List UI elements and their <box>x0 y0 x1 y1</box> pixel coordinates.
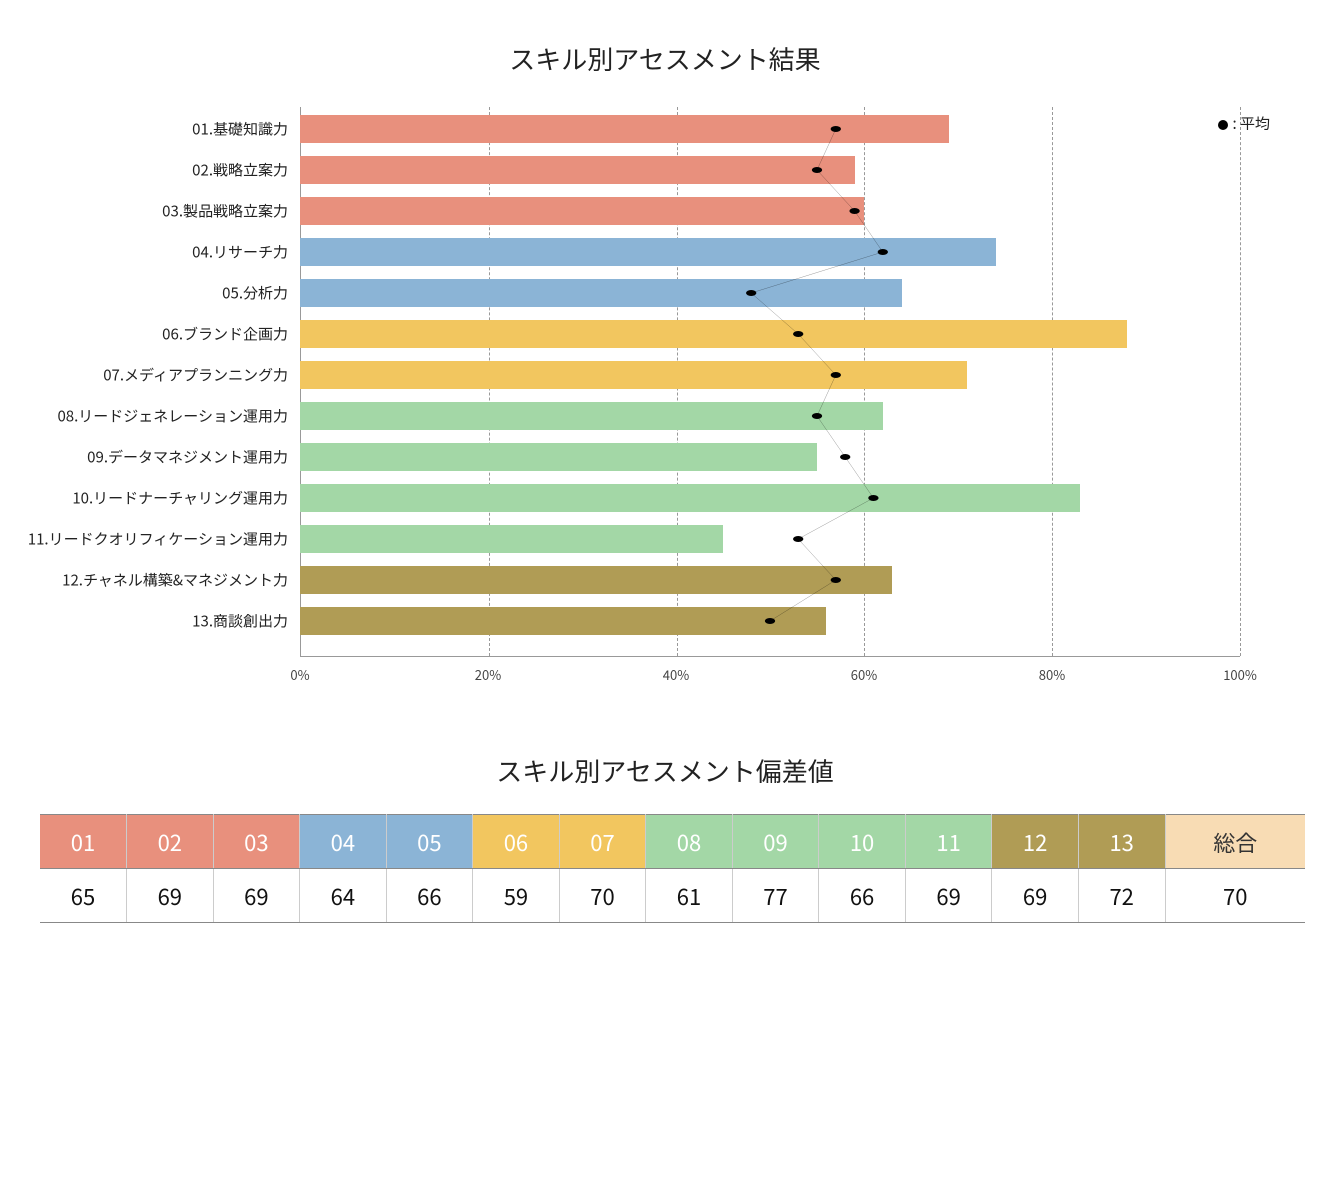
table-value-cell: 72 <box>1078 869 1165 923</box>
table-header-cell: 07 <box>559 815 646 869</box>
table-value-cell: 66 <box>386 869 473 923</box>
bar-row: 06.ブランド企画力 <box>300 320 1240 348</box>
table-value-cell: 69 <box>127 869 214 923</box>
table-header-cell: 06 <box>473 815 560 869</box>
x-axis-tick: 60% <box>851 665 877 684</box>
table-header-cell: 02 <box>127 815 214 869</box>
bar <box>300 197 864 225</box>
table-container: 01020304050607080910111213総合 65696964665… <box>40 814 1305 923</box>
bar <box>300 156 855 184</box>
chart-container: 01.基礎知識力02.戦略立案力03.製品戦略立案力04.リサーチ力05.分析力… <box>40 107 1290 697</box>
table-value-total: 70 <box>1165 869 1305 923</box>
table-header-cell: 10 <box>819 815 906 869</box>
bar <box>300 402 883 430</box>
bar-row: 02.戦略立案力 <box>300 156 1240 184</box>
x-axis-tick: 20% <box>475 665 501 684</box>
bar-label: 03.製品戦略立案力 <box>162 201 300 222</box>
bar <box>300 238 996 266</box>
bar-label: 07.メディアプランニング力 <box>103 365 300 386</box>
x-axis-tick: 80% <box>1039 665 1065 684</box>
chart-body: 01.基礎知識力 02.戦略立案力 03.製品戦略立案力 04.リサーチ力 05.分析力… <box>300 107 1240 697</box>
bar-label: 05.分析力 <box>222 283 300 304</box>
table-value-cell: 69 <box>905 869 992 923</box>
table-value-cell: 69 <box>992 869 1079 923</box>
table-value-cell: 65 <box>40 869 127 923</box>
table-value-cell: 59 <box>473 869 560 923</box>
bar-label: 08.リードジェネレーション運用力 <box>57 406 300 427</box>
bar-row: 05.分析力 <box>300 279 1240 307</box>
bar <box>300 443 817 471</box>
table-header-cell: 01 <box>40 815 127 869</box>
bar-row: 01.基礎知識力 <box>300 115 1240 143</box>
table-header-cell: 08 <box>646 815 733 869</box>
table-header-cell: 11 <box>905 815 992 869</box>
bar <box>300 279 902 307</box>
bar-label: 02.戦略立案力 <box>192 160 300 181</box>
table-value-cell: 64 <box>300 869 387 923</box>
bar-row: 03.製品戦略立案力 <box>300 197 1240 225</box>
gridline <box>1240 107 1241 656</box>
legend: : 平均 <box>1218 113 1270 134</box>
x-axis-tick: 0% <box>290 665 309 684</box>
bar-label: 11.リードクオリフィケーション運用力 <box>28 529 300 550</box>
table-value-cell: 69 <box>213 869 300 923</box>
table-header-cell: 03 <box>213 815 300 869</box>
bar <box>300 320 1127 348</box>
bar <box>300 361 967 389</box>
bar-label: 10.リードナーチャリング運用力 <box>72 488 300 509</box>
bar-row: 11.リードクオリフィケーション運用力 <box>300 525 1240 553</box>
table-value-cell: 77 <box>732 869 819 923</box>
bar <box>300 484 1080 512</box>
bar-row: 07.メディアプランニング力 <box>300 361 1240 389</box>
table-value-cell: 70 <box>559 869 646 923</box>
bar-label: 12.チャネル構築&マネジメント力 <box>62 570 300 591</box>
bar-label: 06.ブランド企画力 <box>162 324 300 345</box>
legend-marker-icon <box>1218 120 1228 130</box>
bar-label: 09.データマネジメント運用力 <box>87 447 300 468</box>
bar-row: 12.チャネル構築&マネジメント力 <box>300 566 1240 594</box>
table-header-cell: 12 <box>992 815 1079 869</box>
table-header-cell: 05 <box>386 815 473 869</box>
bar <box>300 115 949 143</box>
bar-row: 13.商談創出力 <box>300 607 1240 635</box>
table-value-cell: 61 <box>646 869 733 923</box>
bar-row: 09.データマネジメント運用力 <box>300 443 1240 471</box>
bar-row: 04.リサーチ力 <box>300 238 1240 266</box>
x-axis-labels: 0%20%40%60%80%100% <box>300 657 1240 697</box>
table-header-cell: 13 <box>1078 815 1165 869</box>
table-header-cell: 04 <box>300 815 387 869</box>
bar <box>300 607 826 635</box>
bar-label: 01.基礎知識力 <box>192 119 300 140</box>
deviation-table: 01020304050607080910111213総合 65696964665… <box>40 814 1305 923</box>
bar <box>300 525 723 553</box>
table-header-cell: 09 <box>732 815 819 869</box>
bar <box>300 566 892 594</box>
bars-layer: 01.基礎知識力 02.戦略立案力 03.製品戦略立案力 04.リサーチ力 05.分析力… <box>300 107 1240 657</box>
table-title: スキル別アセスメント偏差値 <box>40 752 1290 789</box>
x-axis-tick: 100% <box>1223 665 1257 684</box>
bar-row: 08.リードジェネレーション運用力 <box>300 402 1240 430</box>
table-header-row: 01020304050607080910111213総合 <box>40 815 1305 869</box>
table-header-total: 総合 <box>1165 815 1305 869</box>
bar-row: 10.リードナーチャリング運用力 <box>300 484 1240 512</box>
table-value-row: 6569696466597061776669697270 <box>40 869 1305 923</box>
legend-label: : 平均 <box>1232 113 1270 134</box>
bar-label: 13.商談創出力 <box>192 611 300 632</box>
bar-label: 04.リサーチ力 <box>192 242 300 263</box>
chart-title: スキル別アセスメント結果 <box>40 40 1290 77</box>
x-axis-tick: 40% <box>663 665 689 684</box>
table-value-cell: 66 <box>819 869 906 923</box>
